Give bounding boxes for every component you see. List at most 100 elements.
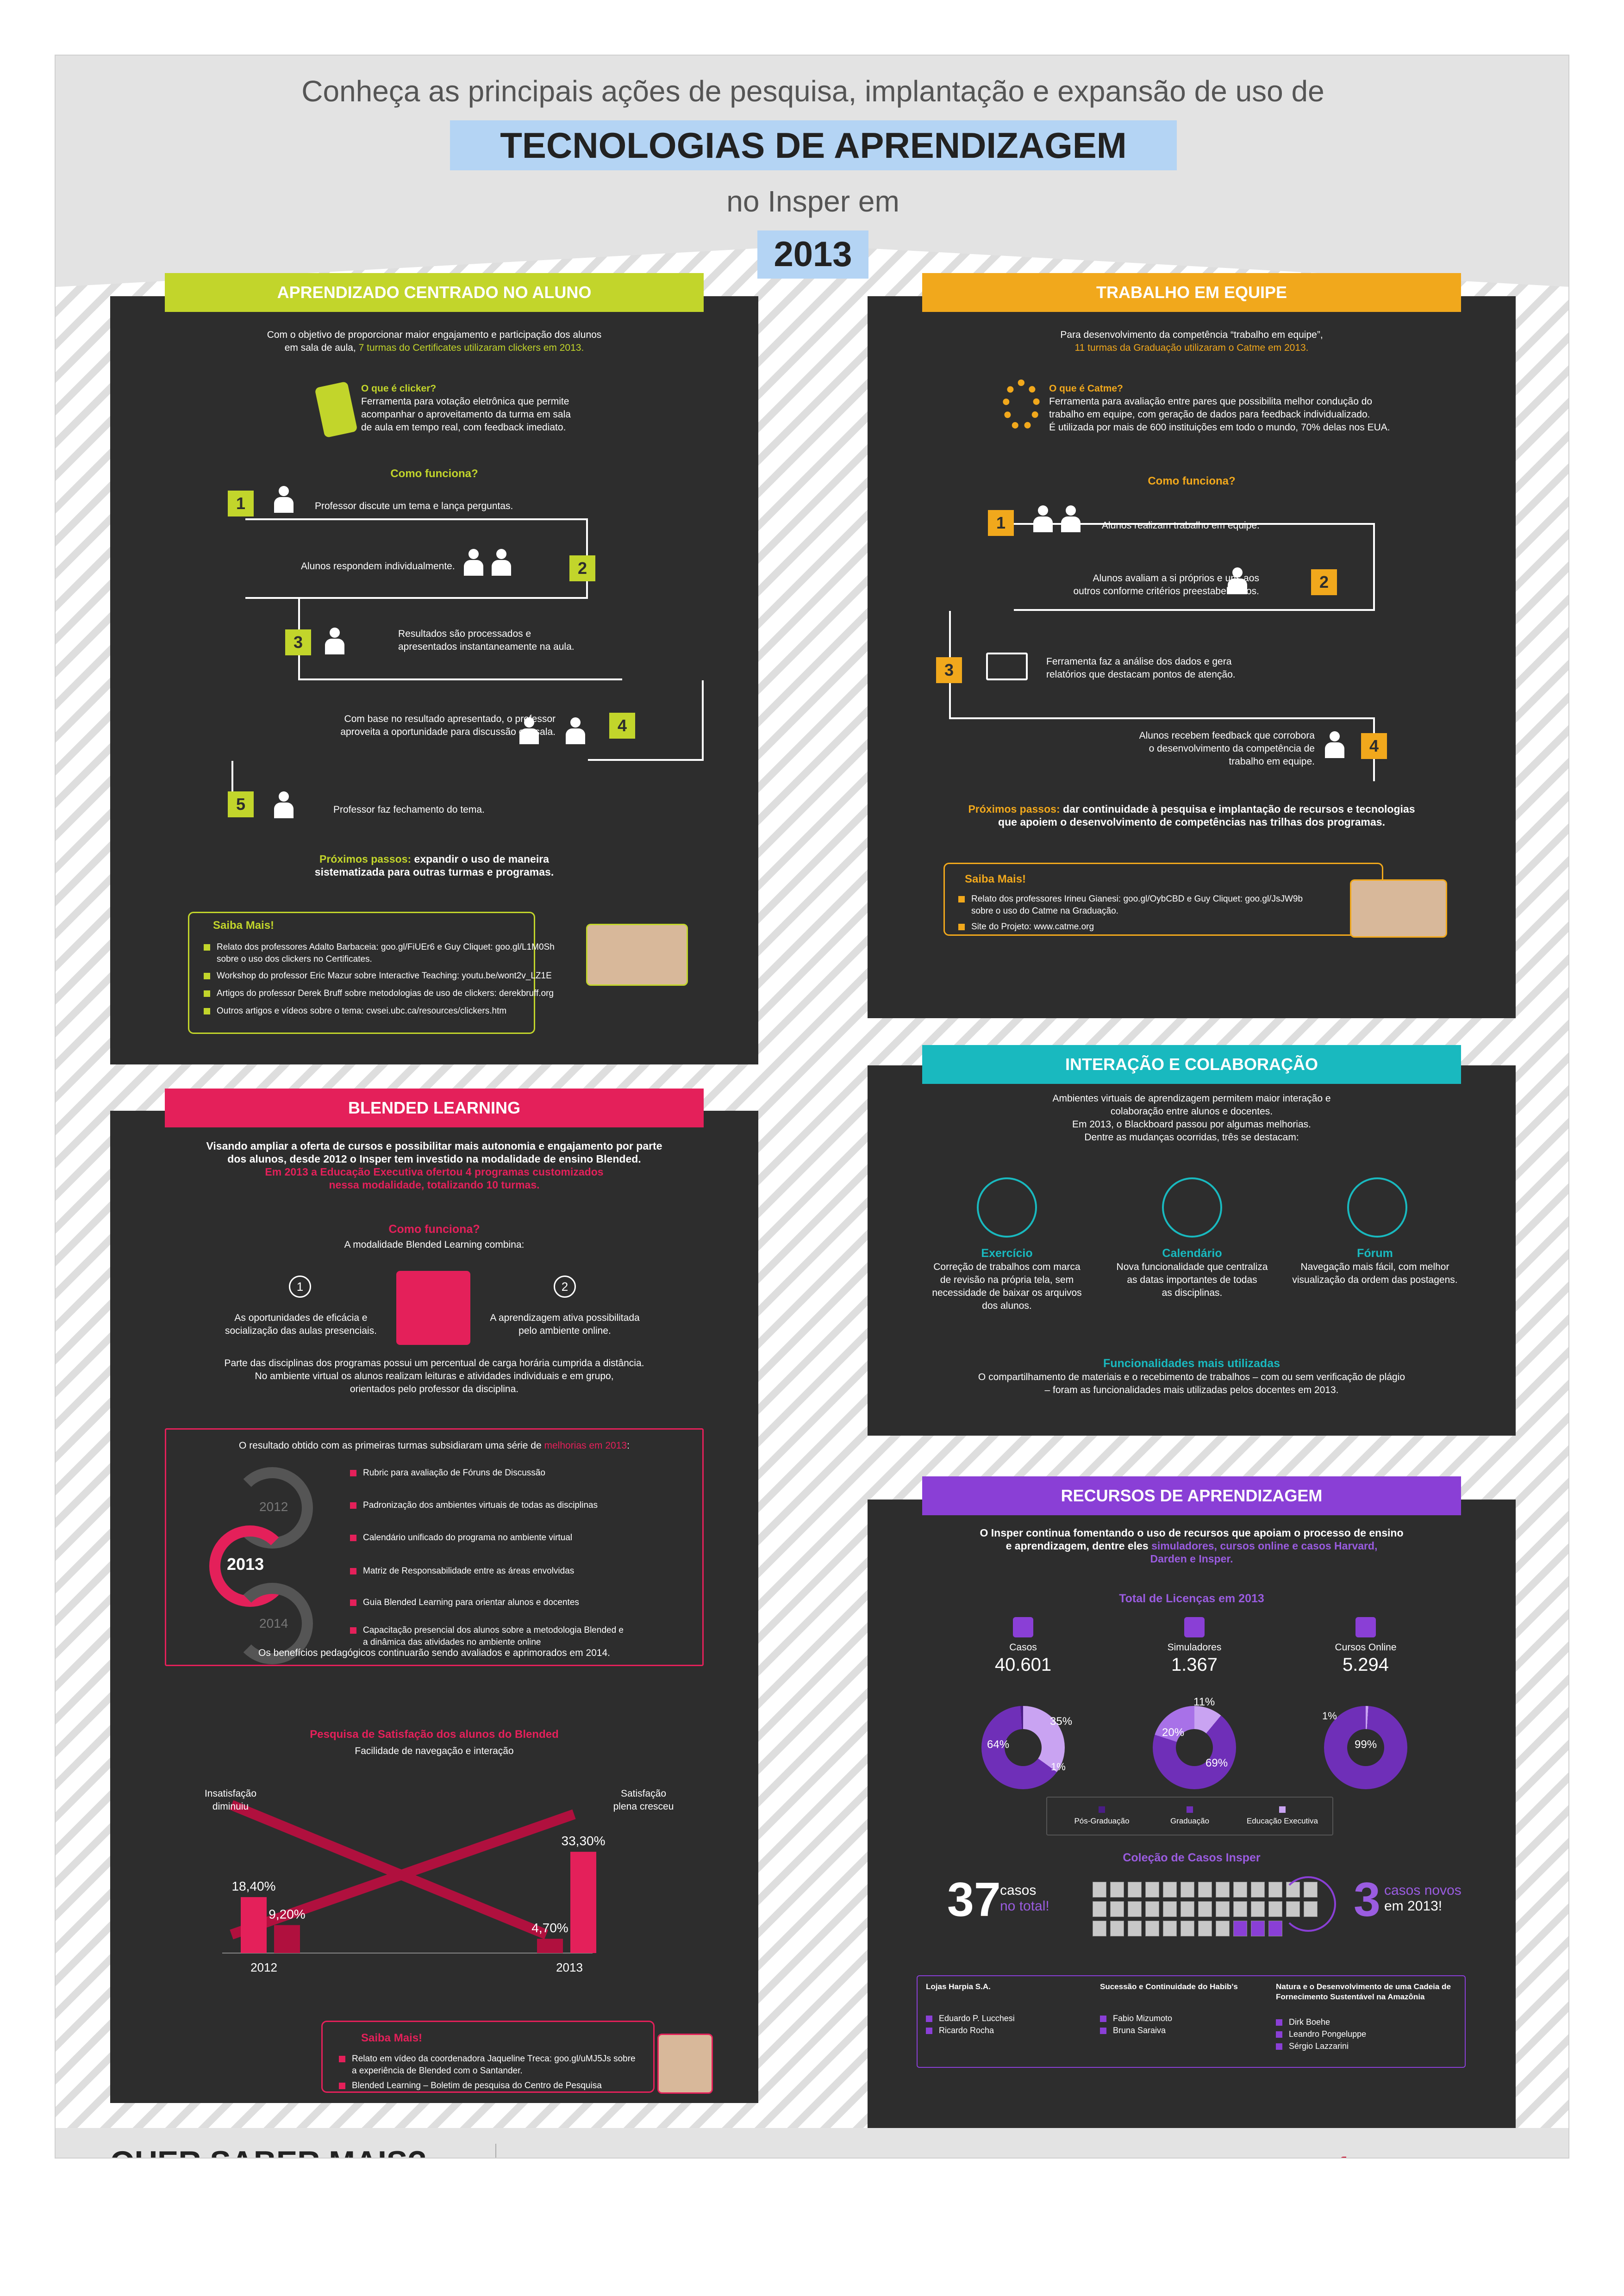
insper-logo: Insper bbox=[1199, 2152, 1310, 2158]
discussion-icon bbox=[565, 717, 586, 744]
step-3: 3 bbox=[285, 629, 311, 655]
donut1-label-a: 35% bbox=[1050, 1715, 1073, 1728]
total-cases-label: casos no total! bbox=[1000, 1883, 1049, 1914]
aluno-link-2[interactable]: Workshop do professor Eric Mazur sobre I… bbox=[204, 970, 552, 982]
aluno-def: O que é clicker? Ferramenta para votação … bbox=[361, 383, 571, 433]
step-4: 4 bbox=[609, 713, 635, 739]
case-tile bbox=[1128, 1901, 1142, 1917]
step-1: 1 bbox=[988, 510, 1014, 536]
melhoria-3: Calendário unificado do programa no ambi… bbox=[350, 1532, 572, 1544]
step-3: 3 bbox=[936, 657, 962, 683]
blended-more: Saiba Mais! bbox=[361, 2032, 423, 2044]
case-tile bbox=[1128, 1882, 1142, 1898]
equipe-s2: Alunos avaliam a si próprios e uns aos ou… bbox=[1073, 573, 1259, 597]
case-tile bbox=[1163, 1921, 1177, 1936]
bar-satisfação-2012 bbox=[241, 1897, 267, 1953]
equipe-more: Saiba Mais! bbox=[965, 873, 1026, 885]
aluno-s5: Professor faz fechamento do tema. bbox=[333, 804, 485, 815]
aluno-s3: Resultados são processados e apresentados… bbox=[398, 628, 575, 652]
aluno-how: Como funciona? bbox=[390, 467, 478, 480]
equipe-def: O que é Catme? Ferramenta para avaliação … bbox=[1049, 383, 1390, 433]
tick-label-2012: 2012 bbox=[250, 1960, 277, 1974]
header-line3: no Insper em bbox=[726, 185, 899, 218]
step-1: 1 bbox=[228, 491, 254, 516]
donut1-label-c: 1% bbox=[1051, 1761, 1066, 1773]
simulator-icon bbox=[1184, 1617, 1205, 1637]
year-2014: 2014 bbox=[259, 1616, 288, 1630]
step-2: 2 bbox=[569, 555, 595, 581]
melhoria-4: Matriz de Responsabilidade entre as área… bbox=[350, 1565, 574, 1577]
header-year: 2013 bbox=[757, 230, 868, 279]
melhoria-6: Capacitação presencial dos alunos sobre … bbox=[350, 1624, 624, 1649]
aluno-title: APRENDIZADO CENTRADO NO ALUNO bbox=[165, 273, 704, 312]
case-tile bbox=[1110, 1901, 1124, 1917]
blended-result: O resultado obtido com as primeiras turm… bbox=[239, 1440, 630, 1451]
case-2-authors: Fabio Mizumoto Bruna Saraiva bbox=[1100, 2012, 1172, 2036]
aluno-more-box bbox=[188, 912, 535, 1034]
blended-c2: A aprendizagem ativa possibilitada pelo a… bbox=[490, 1313, 640, 1336]
aluno-link-3[interactable]: Artigos do professor Derek Bruff sobre m… bbox=[204, 988, 554, 1000]
lic-cursos: Cursos Online 5.294 bbox=[1335, 1642, 1397, 1675]
blended-result-box bbox=[165, 1428, 704, 1666]
colecao-title: Coleção de Casos Insper bbox=[1123, 1851, 1261, 1864]
year-2012: 2012 bbox=[259, 1500, 288, 1514]
case-tile bbox=[1233, 1901, 1247, 1917]
students-icon bbox=[491, 549, 512, 576]
blended-link-1[interactable]: Relato em vídeo da coordenadora Jaquelin… bbox=[339, 2053, 636, 2077]
students-icon bbox=[463, 549, 484, 576]
blended-intro: Visando ampliar a oferta de cursos e pos… bbox=[206, 1140, 662, 1191]
case-tile bbox=[1251, 1901, 1265, 1917]
survey-subtitle: Facilidade de navegação e interação bbox=[355, 1746, 514, 1756]
step-1-circle: 1 bbox=[289, 1276, 311, 1298]
case-tile bbox=[1181, 1882, 1194, 1898]
new-cases-box bbox=[917, 1975, 1466, 2068]
equipe-link-2[interactable]: Site do Projeto: www.catme.org bbox=[958, 921, 1094, 933]
blended-combina: A modalidade Blended Learning combina: bbox=[344, 1239, 525, 1250]
exercise-icon bbox=[977, 1177, 1037, 1238]
case-2-title: Sucessão e Continuidade do Habib's bbox=[1100, 1982, 1238, 1991]
case-tile bbox=[1110, 1882, 1124, 1898]
blended-more-box bbox=[321, 2021, 655, 2093]
case-1-title: Lojas Harpia S.A. bbox=[926, 1982, 991, 1991]
header-line1: Conheça as principais ações de pesquisa,… bbox=[301, 75, 1324, 108]
equipe-link-1[interactable]: Relato dos professores Irineu Gianesi: g… bbox=[958, 893, 1303, 917]
case-tile bbox=[1145, 1921, 1159, 1936]
interacao-f1: Exercício Correção de trabalhos com marca… bbox=[932, 1247, 1082, 1311]
case-tile bbox=[1233, 1921, 1247, 1936]
team-icon bbox=[1032, 505, 1054, 532]
donut3-label-a: 1% bbox=[1322, 1710, 1337, 1722]
discussion-icon bbox=[518, 717, 540, 744]
interacao-func: Funcionalidades mais utilizadas O compart… bbox=[978, 1357, 1405, 1395]
aluno-s2: Alunos respondem individualmente. bbox=[301, 561, 455, 572]
licencas-title: Total de Licenças em 2013 bbox=[1119, 1592, 1264, 1605]
bar-satisfação-2013 bbox=[570, 1852, 596, 1953]
blended-title: BLENDED LEARNING bbox=[165, 1089, 704, 1127]
presenter-icon bbox=[324, 628, 345, 654]
balance-icon bbox=[396, 1271, 470, 1345]
donut-simuladores bbox=[1153, 1706, 1236, 1789]
new-cases-label: casos novos em 2013! bbox=[1384, 1883, 1462, 1914]
donut-casos bbox=[981, 1706, 1065, 1789]
case-tile bbox=[1268, 1882, 1282, 1898]
aluno-link-1[interactable]: Relato dos professores Adalto Barbaceia:… bbox=[204, 941, 555, 965]
aluno-link-4[interactable]: Outros artigos e vídeos sobre o tema: cw… bbox=[204, 1005, 506, 1017]
case-tile bbox=[1110, 1921, 1124, 1936]
equipe-how: Como funciona? bbox=[1148, 475, 1236, 487]
case-tile bbox=[1093, 1882, 1106, 1898]
donut-legend bbox=[1046, 1797, 1333, 1836]
blended-how: Como funciona? bbox=[388, 1223, 480, 1236]
evaluation-icon bbox=[1227, 567, 1248, 594]
blended-link-2[interactable]: Blended Learning – Boletim de pesquisa d… bbox=[339, 2080, 602, 2092]
coordinator-photo bbox=[657, 2034, 713, 2094]
total-cases-number: 37 bbox=[947, 1873, 1001, 1927]
recursos-panel bbox=[868, 1500, 1516, 2147]
donut1-label-b: 64% bbox=[987, 1738, 1010, 1751]
melhoria-1: Rubric para avaliação de Fóruns de Discu… bbox=[350, 1467, 545, 1479]
insatisfacao-label: Insatisfação diminuiu bbox=[204, 1788, 257, 1812]
equipe-next: Próximos passos: dar continuidade à pesq… bbox=[968, 803, 1415, 828]
case-tile bbox=[1233, 1882, 1247, 1898]
laptop-icon bbox=[986, 653, 1028, 680]
equipe-s1: Alunos realizam trabalho em equipe. bbox=[1102, 520, 1260, 531]
case-tile bbox=[1181, 1921, 1194, 1936]
footer-question: QUER SABER MAIS? bbox=[110, 2145, 427, 2158]
